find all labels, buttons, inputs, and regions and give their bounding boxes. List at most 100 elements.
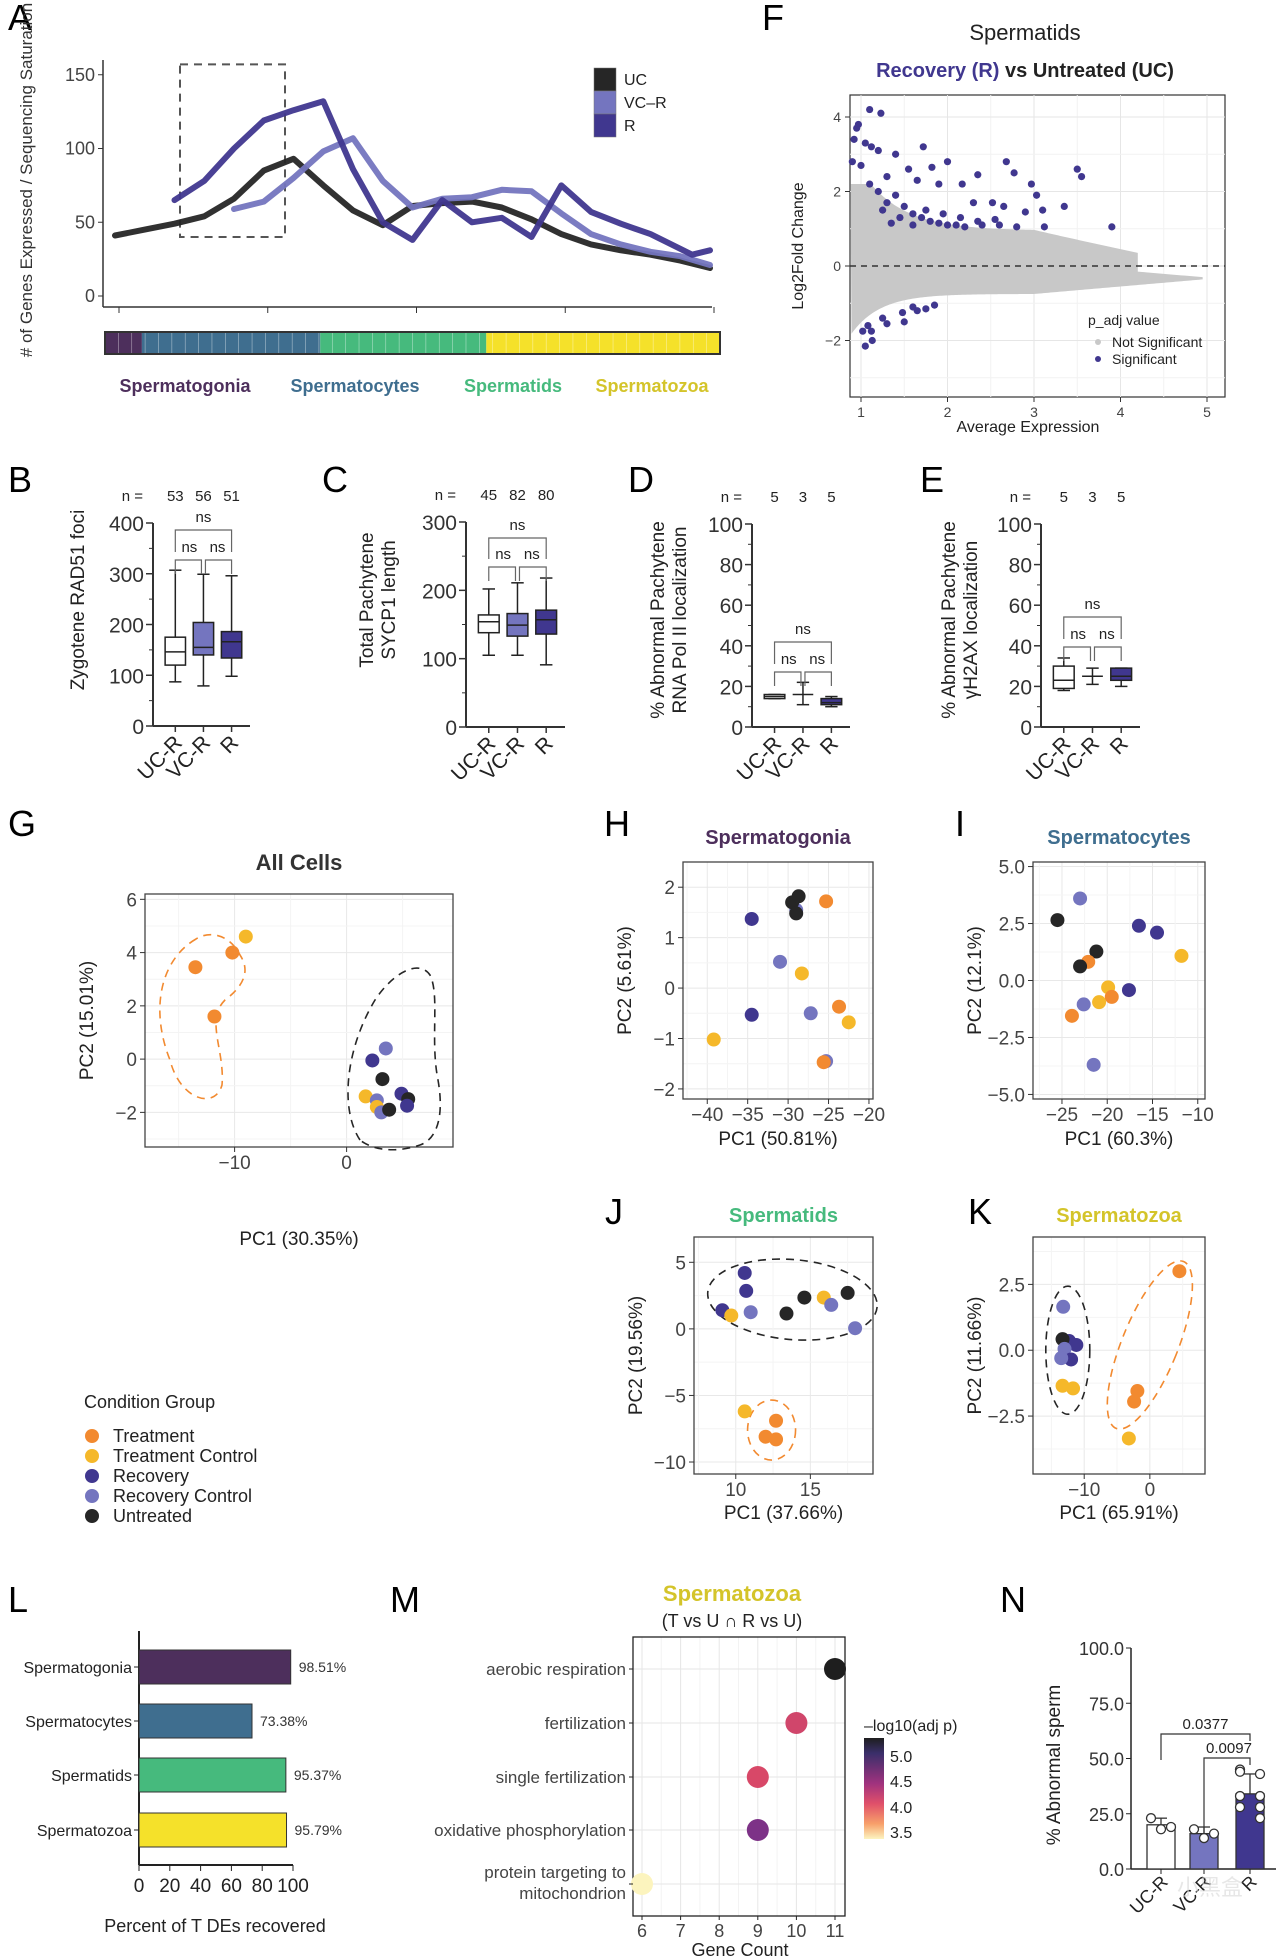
significance-label: ns xyxy=(1099,626,1115,643)
significance-label: ns xyxy=(196,509,212,526)
n-value: 56 xyxy=(195,488,212,505)
pca-point-treatment-control xyxy=(1055,1378,1070,1393)
plot-frame xyxy=(693,1236,874,1475)
category-label: Spermatids xyxy=(51,1768,132,1785)
significant-point xyxy=(1010,169,1018,177)
y-tick-label: 1 xyxy=(664,929,675,950)
x-tick-label: 100 xyxy=(277,1876,309,1897)
y-tick-label: 0 xyxy=(445,717,457,740)
legend-marker-treatment xyxy=(85,1429,99,1443)
pca-point-r xyxy=(365,1053,380,1068)
y-tick-label: 0 xyxy=(1020,717,1032,740)
category-label: Spermatocytes xyxy=(25,1714,132,1731)
legend-swatch xyxy=(593,90,617,115)
panel-g-pca: All Cells −10 0 −2 0 2 4 6 PC1 (30.35%) PC2 (15.0… xyxy=(77,850,454,1250)
y-tick-label: 20 xyxy=(720,676,743,699)
significant-point xyxy=(850,135,858,143)
significant-point xyxy=(909,210,917,218)
y-tick-label: 100.0 xyxy=(1079,1639,1124,1659)
y-axis-label: % Abnormal Pachytene xyxy=(648,521,669,719)
x-tick-label: 9 xyxy=(753,1921,763,1941)
panel-i-pca: Spermatocytes −25 −20 −15 −10 −5.0 −2.5 0.0 2.5 5… xyxy=(965,827,1214,1150)
x-tick-label: 5 xyxy=(1203,404,1211,420)
significant-point xyxy=(974,171,982,179)
legend-label: R xyxy=(624,118,636,135)
panel-letter-C: C xyxy=(322,459,348,500)
y-axis-label: Log2Fold Change xyxy=(790,182,807,309)
pca-point-treatment-control xyxy=(1066,1381,1081,1396)
n-value: 45 xyxy=(480,487,497,504)
y-tick-label: 4 xyxy=(833,109,841,125)
pca-point-uc xyxy=(382,1102,397,1117)
y-tick-label: 50.0 xyxy=(1089,1750,1124,1770)
pca-point-treatment-control xyxy=(706,1032,721,1047)
panel-letter-K: K xyxy=(968,1191,992,1232)
plot-background xyxy=(683,862,873,1099)
y-tick-label: −2 xyxy=(825,333,841,349)
panel-letter-H: H xyxy=(604,803,630,844)
y-tick-label: 2.5 xyxy=(999,1275,1025,1296)
pca-point-uc xyxy=(375,1072,390,1087)
x-tick-label: −25 xyxy=(812,1105,844,1126)
panel-k-pca: Spermatozoa −10 0 −2.5 0.0 2.5 PC1 (65.91%) PC2… xyxy=(965,1205,1206,1524)
significant-point xyxy=(867,327,875,335)
x-axis-label: PC1 (60.3%) xyxy=(1065,1129,1174,1150)
significant-point xyxy=(848,158,856,166)
x-axis-label: Gene Count xyxy=(691,1940,788,1958)
category-label: fertilization xyxy=(545,1714,626,1733)
y-tick-label: 0.0 xyxy=(999,1341,1025,1362)
pca-point-treatment-control xyxy=(737,1404,752,1419)
significant-point xyxy=(900,318,908,326)
y-tick-label: 0 xyxy=(85,286,95,306)
data-point xyxy=(1188,1824,1200,1835)
y-tick-label: 0.0 xyxy=(1099,1860,1124,1880)
significant-point xyxy=(861,342,869,350)
plot-frame xyxy=(682,861,874,1100)
y-tick-label: −10 xyxy=(654,1453,686,1474)
data-point xyxy=(1254,1813,1266,1824)
x-tick-label: 0 xyxy=(134,1876,145,1897)
n-value: 5 xyxy=(1060,489,1068,506)
significant-point xyxy=(1013,223,1021,231)
significant-point xyxy=(1027,180,1036,188)
pca-point-vc-r xyxy=(773,954,788,969)
significant-point xyxy=(861,139,869,147)
dot-single-fertilization xyxy=(746,1766,769,1788)
not-significant-points xyxy=(850,184,1203,334)
comparison-bracket xyxy=(488,537,547,559)
data-point xyxy=(1234,1790,1246,1802)
panel-letter-I: I xyxy=(955,803,965,844)
y-tick-label: 60 xyxy=(1009,595,1032,618)
panel-letter-F: F xyxy=(762,0,784,38)
legend-label: Treatment xyxy=(113,1426,194,1446)
significant-point xyxy=(917,213,926,222)
panel-letter-B: B xyxy=(8,459,32,500)
y-tick-label: −2.5 xyxy=(987,1407,1025,1428)
pca-point-uc xyxy=(1073,959,1088,974)
significant-point xyxy=(868,336,876,345)
panel-letter-N: N xyxy=(1000,1579,1026,1620)
significant-point xyxy=(866,180,874,188)
significant-point xyxy=(1060,202,1068,210)
stage-bar-border xyxy=(104,331,721,355)
pca-point-treatment-control xyxy=(358,1089,373,1104)
y-tick-label: 0 xyxy=(731,717,743,740)
bar-spermatocytes xyxy=(138,1703,253,1739)
x-tick-label: UC-R xyxy=(1126,1872,1172,1918)
y-tick-label: 60 xyxy=(720,595,743,618)
y-tick-label: 2 xyxy=(126,997,137,1018)
y-tick-label: 5 xyxy=(675,1253,686,1274)
n-label: n = xyxy=(435,487,457,504)
significance-label: ns xyxy=(1070,626,1086,643)
significant-point xyxy=(1021,208,1029,216)
pca-point-vc-r xyxy=(1086,1057,1101,1072)
n-value: 51 xyxy=(223,488,240,505)
significant-point xyxy=(939,210,947,218)
legend-swatch xyxy=(593,67,617,92)
pca-point-r xyxy=(1069,1337,1084,1352)
legend-title: p_adj value xyxy=(1088,312,1160,328)
y-axis-label: PC2 (11.66%) xyxy=(965,1297,986,1415)
y-tick-label: 100 xyxy=(65,139,95,159)
y-tick-label: 40 xyxy=(1009,636,1032,659)
chart-title: Spermatozoa xyxy=(1056,1205,1182,1227)
